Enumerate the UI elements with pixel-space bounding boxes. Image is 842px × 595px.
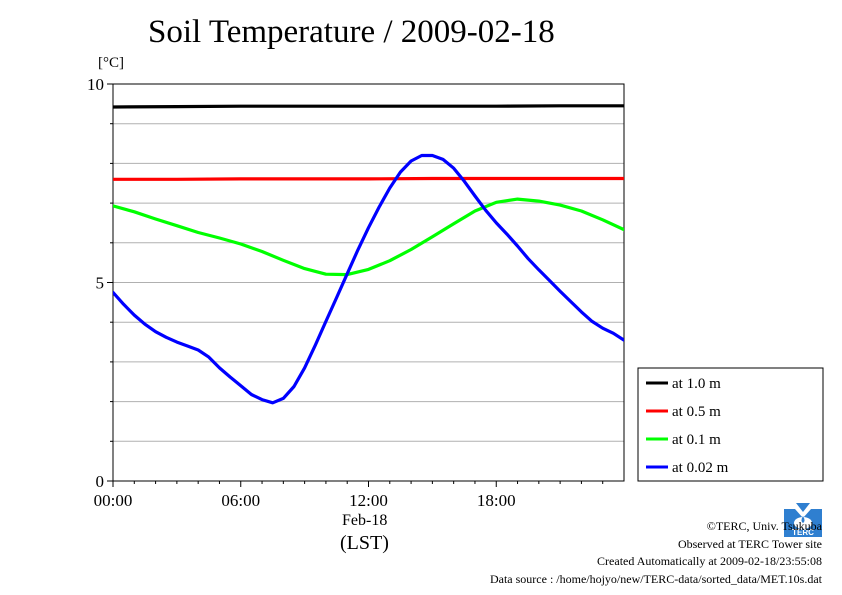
x-tick-label: 00:00 — [94, 491, 133, 510]
x-tick-label: 12:00 — [349, 491, 388, 510]
x-axis-date-label: Feb-18 — [342, 512, 388, 529]
legend-label: at 0.1 m — [672, 432, 721, 448]
series-line — [113, 197, 624, 277]
y-tick-label: 0 — [96, 472, 105, 491]
x-tick-label: 18:00 — [477, 491, 516, 510]
credits-block: ©TERC, Univ. Tsukuba Observed at TERC To… — [490, 518, 822, 588]
series-line — [113, 104, 624, 109]
chart-title: Soil Temperature / 2009-02-18 — [148, 14, 555, 50]
credit-copyright: ©TERC, Univ. Tsukuba — [706, 519, 822, 533]
terc-logo-icon: TERC — [784, 503, 822, 537]
logo-text: TERC — [792, 528, 814, 537]
series-line — [113, 153, 624, 405]
credit-site: Observed at TERC Tower site — [677, 536, 822, 551]
legend-box — [637, 367, 824, 482]
credit-source: Data source : /home/hojyo/new/TERC-data/… — [489, 571, 822, 586]
series-line — [113, 176, 624, 181]
y-tick-label: 5 — [96, 274, 105, 293]
y-tick-label: 10 — [87, 75, 104, 94]
credit-created: Created Automatically at 2009-02-18/23:5… — [597, 554, 822, 568]
legend-label: at 1.0 m — [672, 376, 721, 392]
x-axis-timezone-label: (LST) — [340, 532, 389, 554]
legend-label: at 0.5 m — [672, 404, 721, 420]
y-axis-unit: [°C] — [98, 55, 124, 71]
legend-label: at 0.02 m — [672, 460, 729, 476]
x-tick-label: 06:00 — [221, 491, 260, 510]
